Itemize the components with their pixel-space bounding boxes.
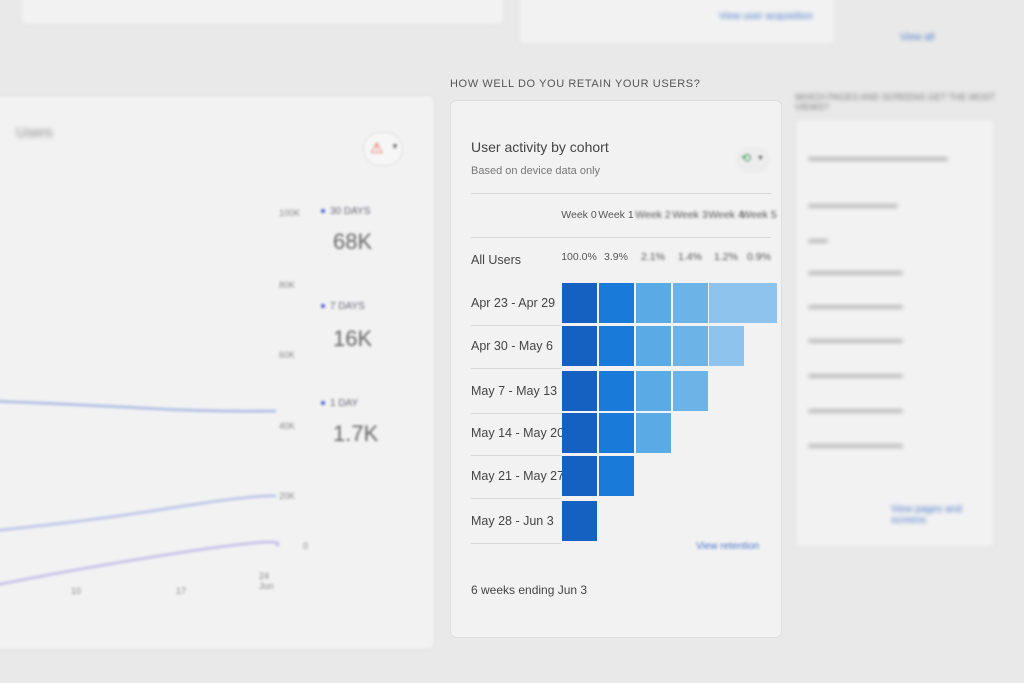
legend-dot: [321, 209, 325, 214]
series-7-days: [0, 494, 277, 532]
column-header: Week 5: [741, 209, 777, 221]
cohort-cell[interactable]: [562, 456, 597, 496]
y-tick: 80K: [279, 280, 296, 290]
all-users-value: 3.9%: [604, 251, 628, 263]
x-tick: 24 Jun: [259, 571, 274, 591]
y-tick: 60K: [279, 350, 296, 360]
card-title: User activity by cohort: [471, 139, 609, 155]
pages-card: View pages and screens: [795, 118, 995, 548]
cohort-cell[interactable]: [709, 283, 744, 323]
cohort-card: User activity by cohort Based on device …: [450, 100, 782, 638]
insights-dropdown[interactable]: ⟲ ▼: [736, 147, 770, 173]
metric-7-days: 16K: [333, 326, 373, 351]
cohort-row-label: Apr 23 - Apr 29: [471, 296, 556, 310]
cohort-cell[interactable]: [562, 501, 597, 541]
cohort-cell[interactable]: [562, 371, 597, 411]
y-tick: 0: [303, 541, 309, 551]
cohort-cell[interactable]: [562, 283, 597, 323]
cohort-row-label: Apr 30 - May 6: [471, 339, 553, 353]
all-users-value: 0.9%: [747, 251, 771, 263]
cohort-cell[interactable]: [673, 326, 708, 366]
y-tick: 40K: [279, 421, 296, 431]
cohort-cell[interactable]: [673, 283, 708, 323]
cohort-cell[interactable]: [599, 283, 634, 323]
legend-1-day: 1 DAY: [321, 398, 358, 409]
y-tick: 100K: [279, 208, 301, 218]
section-title: HOW WELL DO YOU RETAIN YOUR USERS?: [450, 78, 701, 90]
cohort-row-label: May 14 - May 20: [471, 426, 565, 440]
users-over-time-card: Users ⚠ ▼ 100K 80K 60K 40K 20K 0 10 17 2…: [0, 95, 435, 650]
all-users-value: 100.0%: [561, 251, 597, 263]
view-all-link[interactable]: View all: [900, 32, 935, 43]
all-users-label: All Users: [471, 253, 522, 267]
x-tick: 17: [176, 586, 187, 596]
warning-triangle-icon: ⚠: [370, 140, 384, 157]
line-chart: [0, 399, 280, 586]
series-1-day: [0, 540, 280, 586]
cohort-cell[interactable]: [599, 456, 634, 496]
right-section-title: WHICH PAGES AND SCREENS GET THE MOST VIE…: [795, 92, 995, 112]
series-30-days: [0, 399, 277, 413]
cohort-cell[interactable]: [636, 371, 671, 411]
cohort-cell[interactable]: [673, 371, 708, 411]
cohort-cell[interactable]: [599, 326, 634, 366]
cohort-cell[interactable]: [636, 283, 671, 323]
all-users-value: 1.2%: [714, 251, 738, 263]
x-tick: 10: [71, 586, 82, 596]
view-pages-link[interactable]: View pages and screens: [891, 504, 962, 526]
cohort-cell[interactable]: [562, 326, 597, 366]
legend-30-days: 30 DAYS: [321, 206, 370, 217]
metric-1-day: 1.7K: [333, 421, 379, 446]
column-header: Week 3: [672, 209, 708, 221]
date-range-footer: 6 weeks ending Jun 3: [471, 583, 588, 597]
cohort-cell[interactable]: [599, 371, 634, 411]
cohort-cell[interactable]: [709, 326, 744, 366]
legend-dot: [321, 401, 325, 406]
metric-30-days: 68K: [333, 229, 373, 254]
column-header: Week 4: [708, 209, 744, 221]
cohort-row-label: May 21 - May 27: [471, 469, 565, 483]
chevron-down-icon: ▼: [391, 142, 399, 151]
view-retention-link[interactable]: View retention: [696, 541, 760, 552]
all-users-value: 2.1%: [641, 251, 665, 263]
column-header: Week 0: [561, 209, 597, 221]
cohort-row-label: May 7 - May 13: [471, 384, 558, 398]
all-users-value: 1.4%: [678, 251, 702, 263]
insights-icon: ⟲: [741, 151, 752, 165]
card-subtitle: Based on device data only: [471, 165, 601, 177]
cohort-cell[interactable]: [599, 413, 634, 453]
cohort-cell[interactable]: [562, 413, 597, 453]
view-user-acquisition-link[interactable]: View user acquisition: [719, 11, 813, 22]
cohort-row-label: May 28 - Jun 3: [471, 514, 554, 528]
cohort-cell[interactable]: [636, 326, 671, 366]
column-header: Week 1: [598, 209, 634, 221]
legend-7-days: 7 DAYS: [321, 301, 365, 312]
top-card-middle: View user acquisition: [518, 0, 836, 45]
chevron-down-icon: ▼: [757, 155, 764, 162]
cohort-cell[interactable]: [742, 283, 777, 323]
column-header: Week 2: [635, 209, 671, 221]
card-title: Users: [16, 124, 53, 140]
y-tick: 20K: [279, 491, 296, 501]
warning-dropdown[interactable]: ⚠ ▼: [363, 132, 403, 166]
cohort-cell[interactable]: [636, 413, 671, 453]
legend-dot: [321, 304, 325, 309]
top-card-left: [20, 0, 505, 25]
